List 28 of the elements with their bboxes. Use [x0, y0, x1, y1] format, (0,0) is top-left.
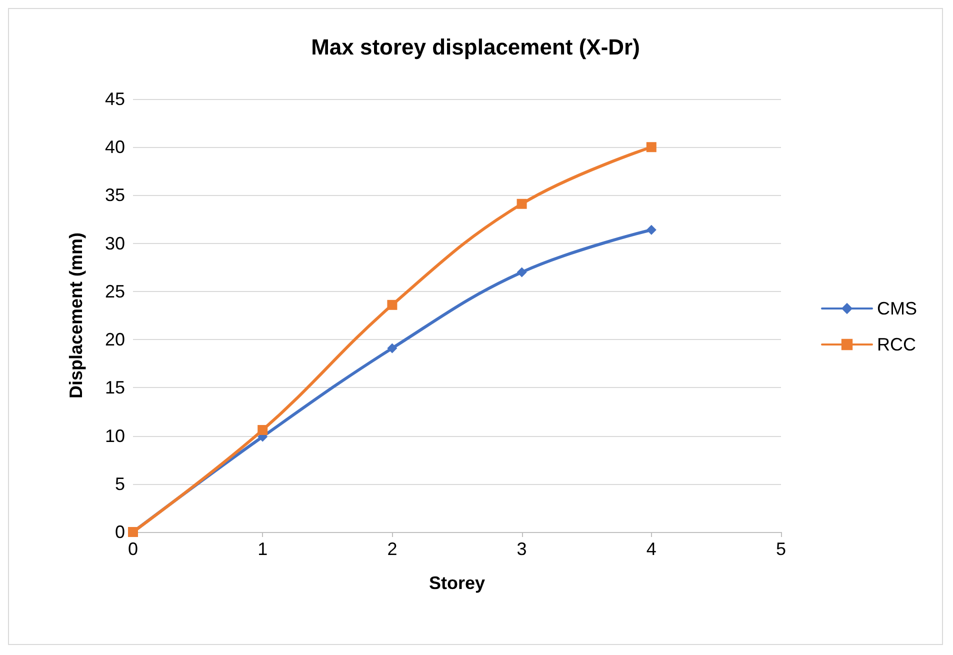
x-tick-label: 0	[128, 539, 138, 559]
y-tick-label: 45	[104, 89, 125, 109]
y-tick-label: 10	[104, 426, 125, 446]
x-tick-label: 2	[387, 539, 398, 559]
point	[646, 224, 656, 235]
y-tick-label: 0	[114, 522, 125, 542]
y-tick-label: 40	[104, 137, 125, 158]
x-tick-label: 3	[516, 539, 527, 559]
y-axis-title: Displacement (mm)	[66, 232, 86, 399]
point	[387, 300, 398, 310]
x-tick-label: 1	[258, 539, 268, 559]
legend-label: CMS	[877, 298, 917, 318]
x-tick-label: 5	[776, 539, 786, 559]
y-tick-label: 30	[104, 233, 125, 254]
point	[516, 198, 527, 209]
chart-title: Max storey displacement (X-Dr)	[311, 34, 640, 60]
x-axis-title: Storey	[428, 573, 486, 593]
x-tick-label: 4	[646, 539, 656, 559]
point	[646, 142, 656, 152]
point	[516, 267, 527, 278]
y-tick-label: 5	[114, 474, 125, 494]
point	[387, 343, 398, 354]
y-tick-label: 20	[104, 330, 125, 350]
y-tick-label: 15	[104, 378, 125, 398]
legend-label: RCC	[877, 334, 916, 354]
y-tick-label: 35	[104, 185, 125, 206]
point	[258, 425, 268, 436]
y-tick-label: 25	[104, 281, 125, 302]
